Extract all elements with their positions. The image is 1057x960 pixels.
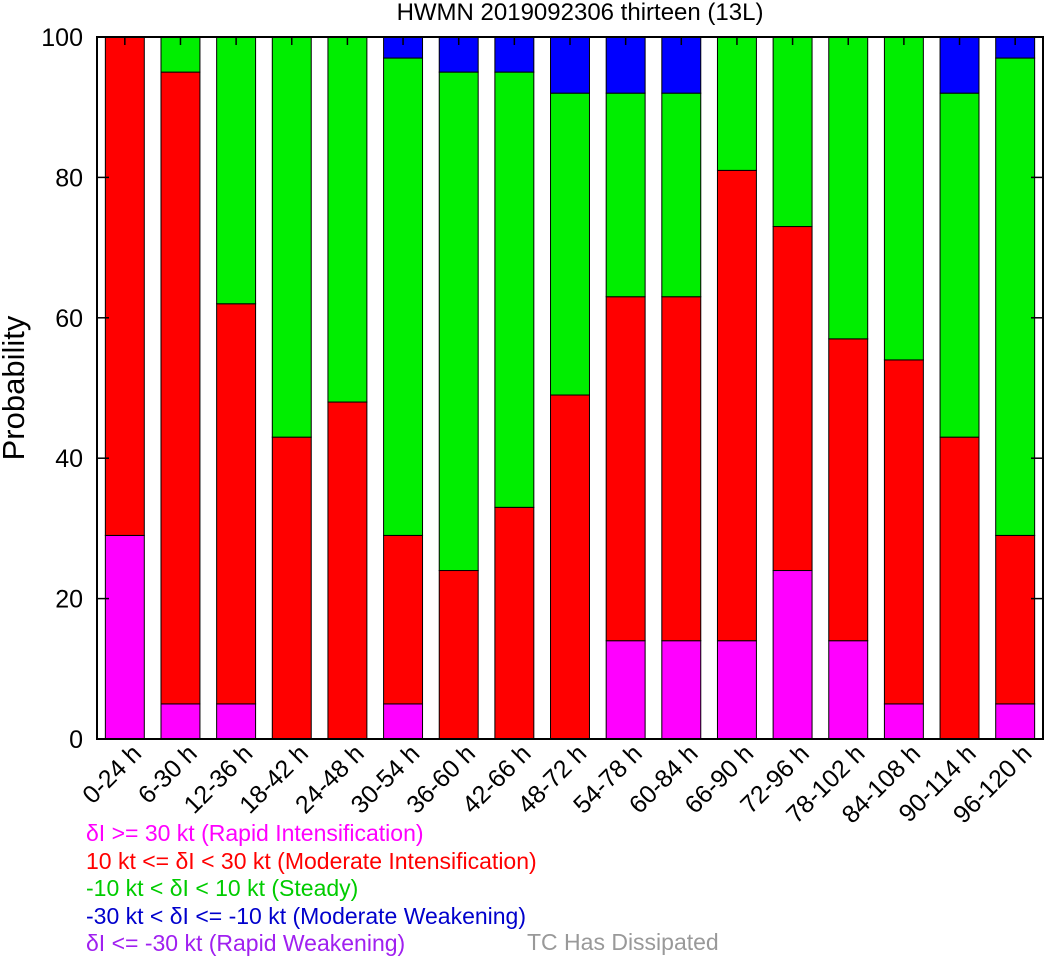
- bar-segment-moderate_intensification-5: [383, 534, 424, 705]
- bar-segment-moderate_weakening-9: [605, 36, 646, 94]
- bar-segment-moderate_intensification-3: [271, 436, 312, 740]
- bar-segment-steady-2: [216, 36, 257, 305]
- bar-segment-steady-4: [327, 36, 368, 403]
- y-axis-label: Probability: [0, 315, 31, 460]
- bar-segment-moderate_intensification-0: [104, 36, 145, 536]
- legend: δI >= 30 kt (Rapid Intensification) 10 k…: [86, 820, 537, 958]
- bar-segment-rapid_intensification-9: [605, 640, 646, 740]
- bar-segment-steady-13: [828, 36, 869, 340]
- bar-segment-steady-16: [995, 57, 1036, 536]
- bar-segment-moderate_intensification-16: [995, 534, 1036, 705]
- bar-segment-rapid_intensification-14: [883, 703, 924, 740]
- bar-segment-steady-14: [883, 36, 924, 361]
- bar-segment-moderate_intensification-10: [661, 296, 702, 642]
- bar-segment-moderate_intensification-8: [550, 394, 590, 740]
- bar-segment-steady-12: [772, 36, 813, 228]
- bar-segment-steady-3: [271, 36, 312, 438]
- y-tick-label-20: 20: [55, 586, 83, 614]
- bar-segment-moderate_intensification-1: [160, 71, 201, 705]
- bar-segment-moderate_intensification-9: [605, 296, 646, 642]
- bar-segment-rapid_intensification-13: [828, 640, 869, 740]
- y-tick-label-100: 100: [41, 24, 83, 52]
- bar-segment-steady-5: [383, 57, 424, 536]
- bar-segment-steady-11: [716, 36, 757, 171]
- bar-segment-moderate_intensification-7: [494, 506, 535, 740]
- bar-segment-moderate_intensification-14: [883, 359, 924, 705]
- legend-item-moderate-intensification: 10 kt <= δI < 30 kt (Moderate Intensific…: [86, 847, 537, 874]
- bar-segment-moderate_intensification-12: [772, 226, 813, 572]
- bar-segment-moderate_intensification-11: [716, 169, 757, 642]
- y-tick-label-0: 0: [69, 726, 83, 754]
- y-tick-label-80: 80: [55, 164, 83, 192]
- bar-segment-moderate_intensification-15: [939, 436, 980, 740]
- bar-segment-rapid_intensification-2: [216, 703, 257, 740]
- bar-segment-steady-6: [438, 71, 479, 572]
- bar-segment-moderate_intensification-2: [216, 303, 257, 705]
- bar-segment-steady-8: [550, 92, 590, 396]
- bar-segment-steady-9: [605, 92, 646, 298]
- legend-item-dissipated: TC Has Dissipated: [527, 929, 719, 955]
- y-tick-label-60: 60: [55, 305, 83, 333]
- bar-segment-rapid_intensification-5: [383, 703, 424, 740]
- bar-segment-steady-10: [661, 92, 702, 298]
- legend-item-steady: -10 kt < δI < 10 kt (Steady): [86, 875, 359, 901]
- legend-item-moderate-weakening: -30 kt < δI <= -10 kt (Moderate Weakenin…: [86, 902, 527, 929]
- bar-segment-rapid_intensification-11: [716, 640, 757, 740]
- bars-layer: [104, 36, 1036, 740]
- bar-segment-rapid_intensification-12: [772, 570, 813, 740]
- bar-segment-moderate_intensification-6: [438, 570, 479, 740]
- chart-title: HWMN 2019092306 thirteen (13L): [397, 0, 764, 26]
- y-axis: 0 20 40 60 80 100: [41, 24, 1043, 754]
- legend-item-rapid-weakening: δI <= -30 kt (Rapid Weakening): [86, 930, 406, 956]
- bar-segment-moderate_weakening-8: [550, 36, 590, 94]
- bar-segment-moderate_intensification-4: [327, 401, 368, 740]
- bar-segment-steady-15: [939, 92, 980, 438]
- bar-segment-rapid_intensification-0: [104, 534, 145, 740]
- bar-segment-rapid_intensification-16: [995, 703, 1036, 740]
- bar-segment-moderate_weakening-10: [661, 36, 702, 94]
- x-tick-label-0: 0-24 h: [77, 739, 147, 809]
- bar-segment-steady-7: [494, 71, 535, 508]
- bar-segment-rapid_intensification-10: [661, 640, 702, 740]
- bar-segment-moderate_weakening-15: [939, 36, 980, 94]
- legend-item-rapid-intensification: δI >= 30 kt (Rapid Intensification): [86, 820, 424, 846]
- bar-segment-moderate_intensification-13: [828, 338, 869, 642]
- bar-segment-rapid_intensification-1: [160, 703, 201, 740]
- y-tick-label-40: 40: [55, 445, 83, 473]
